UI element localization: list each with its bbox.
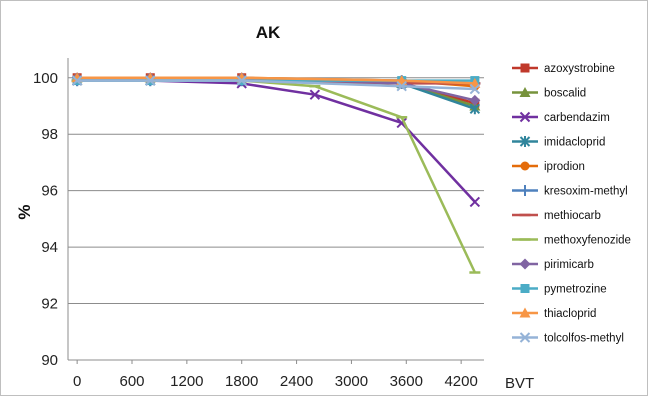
legend-marker bbox=[519, 185, 531, 196]
x-tick-label: 0 bbox=[73, 373, 81, 390]
legend: azoxystrobine boscalid carbendazim imidaclo… bbox=[512, 63, 631, 345]
legend-item-methiocarb: methiocarb bbox=[512, 210, 601, 222]
legend-label: methiocarb bbox=[544, 210, 601, 222]
legend-item-methoxyfenozide: methoxyfenozide bbox=[512, 235, 631, 247]
y-tick-label: 96 bbox=[41, 183, 58, 200]
x-tick-label: 1800 bbox=[225, 373, 258, 390]
legend-marker bbox=[519, 332, 531, 343]
legend-item-carbendazim: carbendazim bbox=[512, 111, 610, 124]
y-axis-title: % bbox=[15, 204, 34, 219]
data-point-tolcolfos-methyl bbox=[145, 75, 156, 86]
x-tick-label: 1200 bbox=[170, 373, 203, 390]
series-tolcolfos-methyl bbox=[71, 75, 481, 95]
y-tick-label: 90 bbox=[41, 352, 58, 369]
legend-label: azoxystrobine bbox=[544, 63, 615, 75]
legend-item-pirimicarb: pirimicarb bbox=[512, 258, 594, 271]
legend-marker bbox=[519, 111, 531, 123]
legend-item-tolcolfos-methyl: tolcolfos-methyl bbox=[512, 332, 624, 345]
legend-item-boscalid: boscalid bbox=[512, 87, 586, 100]
legend-item-imidacloprid: imidacloprid bbox=[512, 136, 605, 149]
chart-title: AK bbox=[256, 23, 281, 42]
data-point-tolcolfos-methyl bbox=[236, 75, 247, 86]
legend-item-thiacloprid: thiacloprid bbox=[512, 307, 596, 320]
x-tick-label: 3600 bbox=[390, 373, 423, 390]
legend-label: pymetrozine bbox=[544, 284, 607, 296]
legend-marker bbox=[520, 284, 530, 293]
y-tick-label: 100 bbox=[33, 70, 58, 87]
data-point-pirimicarb bbox=[469, 94, 481, 106]
legend-label: thiacloprid bbox=[544, 308, 596, 320]
legend-marker bbox=[520, 63, 530, 73]
legend-label: iprodion bbox=[544, 161, 585, 173]
legend-label: tolcolfos-methyl bbox=[544, 333, 624, 345]
axes: 90 92 94 96 98 100 0 600 1200 1800 2400 3000 3600 420… bbox=[33, 58, 484, 390]
data-point-tolcolfos-methyl bbox=[396, 81, 407, 92]
legend-item-kresoxim-methyl: kresoxim-methyl bbox=[512, 185, 628, 198]
x-tick-label: 3000 bbox=[335, 373, 368, 390]
legend-item-azoxystrobine: azoxystrobine bbox=[512, 63, 615, 75]
x-axis-title: BVT bbox=[505, 375, 534, 392]
x-tick-label: 600 bbox=[119, 373, 144, 390]
legend-marker bbox=[519, 87, 531, 97]
y-tick-label: 98 bbox=[41, 126, 58, 143]
x-tick-label: 2400 bbox=[280, 373, 313, 390]
legend-marker bbox=[519, 136, 531, 147]
legend-label: boscalid bbox=[544, 88, 586, 100]
data-point-carbendazim bbox=[469, 196, 481, 208]
legend-item-pymetrozine: pymetrozine bbox=[512, 284, 607, 296]
legend-item-iprodion: iprodion bbox=[512, 161, 585, 173]
data-point-carbendazim bbox=[309, 89, 321, 100]
legend-label: pirimicarb bbox=[544, 259, 594, 271]
legend-marker bbox=[519, 258, 531, 270]
legend-marker bbox=[520, 161, 530, 171]
legend-label: methoxyfenozide bbox=[544, 235, 631, 247]
y-tick-label: 92 bbox=[41, 296, 58, 313]
data-point-tolcolfos-methyl bbox=[469, 83, 481, 95]
x-tick-label: 4200 bbox=[444, 373, 477, 390]
series-lines bbox=[71, 72, 481, 274]
legend-label: carbendazim bbox=[544, 112, 610, 124]
data-point-tolcolfos-methyl bbox=[71, 75, 83, 86]
y-tick-label: 94 bbox=[41, 239, 58, 256]
legend-label: imidacloprid bbox=[544, 137, 605, 149]
legend-label: kresoxim-methyl bbox=[544, 186, 628, 198]
legend-marker bbox=[519, 307, 531, 318]
